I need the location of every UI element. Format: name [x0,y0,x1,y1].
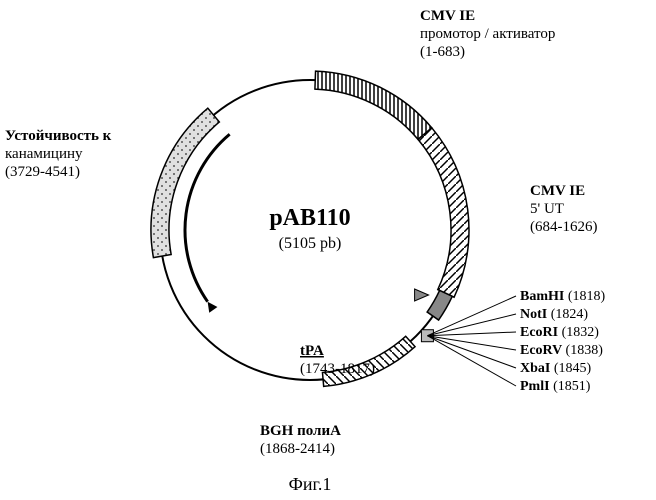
plasmid-map: pAB110 (5105 pb) CMV IE промотор / активато… [0,0,656,500]
site-label-EcoRV: EcoRV (1838) [520,343,603,358]
label-kan-resistance: Устойчивость к канамицину (3729-4541) [5,128,112,180]
svg-text:CMV IE: CMV IE [420,8,475,24]
direction-arrow [185,134,230,301]
svg-text:канамицину: канамицину [5,146,83,162]
svg-text:tPA: tPA [300,343,324,359]
svg-text:(1-683): (1-683) [420,44,465,60]
svg-text:промотор / активатор: промотор / активатор [420,26,555,42]
svg-text:(684-1626): (684-1626) [530,219,598,235]
feature-tpa [427,290,452,320]
site-label-BamHI: BamHI (1818) [520,289,606,304]
site-line-XbaI [427,336,516,368]
site-label-EcoRI: EcoRI (1832) [520,325,599,340]
label-bgh-polya: BGH полиА (1868-2414) [260,423,341,457]
label-cmv-promoter: CMV IE промотор / активатор (1-683) [420,8,555,60]
svg-text:BGH полиА: BGH полиА [260,423,341,439]
figure-caption: Фиг.1 [289,474,332,494]
label-cmv-5ut: CMV IE 5' UT (684-1626) [530,183,598,235]
svg-text:(1743-1817): (1743-1817) [300,361,375,377]
svg-text:5' UT: 5' UT [530,201,564,217]
site-label-XbaI: XbaI (1845) [520,361,592,376]
svg-text:(1868-2414): (1868-2414) [260,441,335,457]
svg-text:Устойчивость к: Устойчивость к [5,128,112,144]
plasmid-name: pAB110 [269,205,350,231]
direction-arrowhead [208,302,218,313]
site-label-PmlI: PmlI (1851) [520,379,591,394]
feature-cmv-promoter [315,71,432,139]
feature-cmv-5ut [418,128,469,297]
svg-text:(3729-4541): (3729-4541) [5,164,80,180]
plasmid-size: (5105 pb) [279,235,342,252]
svg-text:CMV IE: CMV IE [530,183,585,199]
tpa-arrowhead [415,289,429,301]
label-tpa: tPA (1743-1817) [300,343,375,377]
site-label-NotI: NotI (1824) [520,307,588,322]
